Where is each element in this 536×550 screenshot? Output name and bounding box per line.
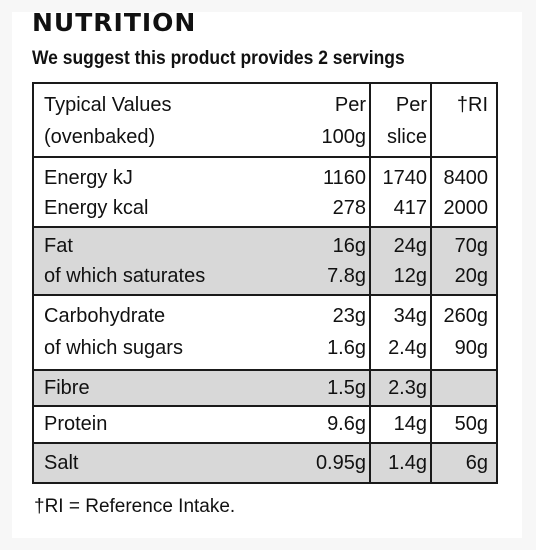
row-ri: 90g — [454, 337, 488, 359]
nutrition-title: NUTRITION — [32, 8, 197, 37]
header-label-1: Typical Values — [44, 94, 172, 116]
row-per100: 9.6g — [327, 413, 366, 435]
row-perslice: 24g — [393, 235, 427, 257]
nutrition-table: Typical Values (ovenbaked) Per 100g Per … — [32, 82, 498, 484]
row-perslice: 1.4g — [388, 452, 427, 474]
row-per100: 16g — [332, 235, 366, 257]
row-ri: 260g — [443, 305, 489, 327]
header-row: Typical Values (ovenbaked) Per 100g Per … — [34, 90, 496, 156]
row-ri: 50g — [454, 413, 488, 435]
rule-fibre — [34, 405, 496, 407]
row-perslice: 12g — [393, 265, 427, 287]
row-per100: 7.8g — [327, 265, 366, 287]
rule-header — [34, 156, 496, 158]
row-perslice: 14g — [393, 413, 427, 435]
shade-salt — [34, 444, 496, 482]
row-per100: 1.5g — [327, 377, 366, 399]
row-per100: 1.6g — [327, 337, 366, 359]
row-perslice: 1740 — [382, 167, 428, 189]
row-label: Energy kcal — [44, 197, 149, 219]
row-ri: 6g — [465, 452, 488, 474]
header-perslice-1: Per — [395, 94, 427, 116]
rule-col2 — [430, 84, 432, 482]
row-ri: 20g — [454, 265, 488, 287]
rule-carb — [34, 369, 496, 371]
rule-energy — [34, 226, 496, 228]
row-label: Salt — [44, 452, 79, 474]
row-per100: 278 — [332, 197, 366, 219]
row-perslice: 2.3g — [388, 377, 427, 399]
row-per100: 0.95g — [315, 452, 366, 474]
header-label-2: (ovenbaked) — [44, 126, 156, 148]
servings-subtitle: We suggest this product provides 2 servi… — [32, 48, 405, 69]
header-per100-2: 100g — [321, 126, 367, 148]
row-label: of which saturates — [44, 265, 206, 287]
row-per100: 23g — [332, 305, 366, 327]
row-label: Carbohydrate — [44, 305, 166, 327]
ri-footnote: †RI = Reference Intake. — [34, 496, 236, 517]
row-label: Fibre — [44, 377, 90, 399]
row-label: Protein — [44, 413, 108, 435]
row-perslice: 417 — [393, 197, 427, 219]
rule-protein — [34, 442, 496, 444]
row-label: of which sugars — [44, 337, 183, 359]
row-ri: 70g — [454, 235, 488, 257]
rule-col1 — [369, 84, 371, 482]
rule-fat — [34, 294, 496, 296]
row-perslice: 34g — [393, 305, 427, 327]
row-label: Fat — [44, 235, 73, 257]
row-ri: 2000 — [443, 197, 489, 219]
row-perslice: 2.4g — [388, 337, 427, 359]
row-per100: 1160 — [322, 167, 366, 189]
row-ri: 8400 — [443, 167, 489, 189]
shade-fat-group — [34, 228, 496, 294]
header-perslice-2: slice — [386, 126, 427, 148]
header-per100-1: Per — [334, 94, 366, 116]
header-ri: †RI — [456, 94, 488, 116]
shade-fibre — [34, 371, 496, 405]
row-label: Energy kJ — [44, 167, 133, 189]
